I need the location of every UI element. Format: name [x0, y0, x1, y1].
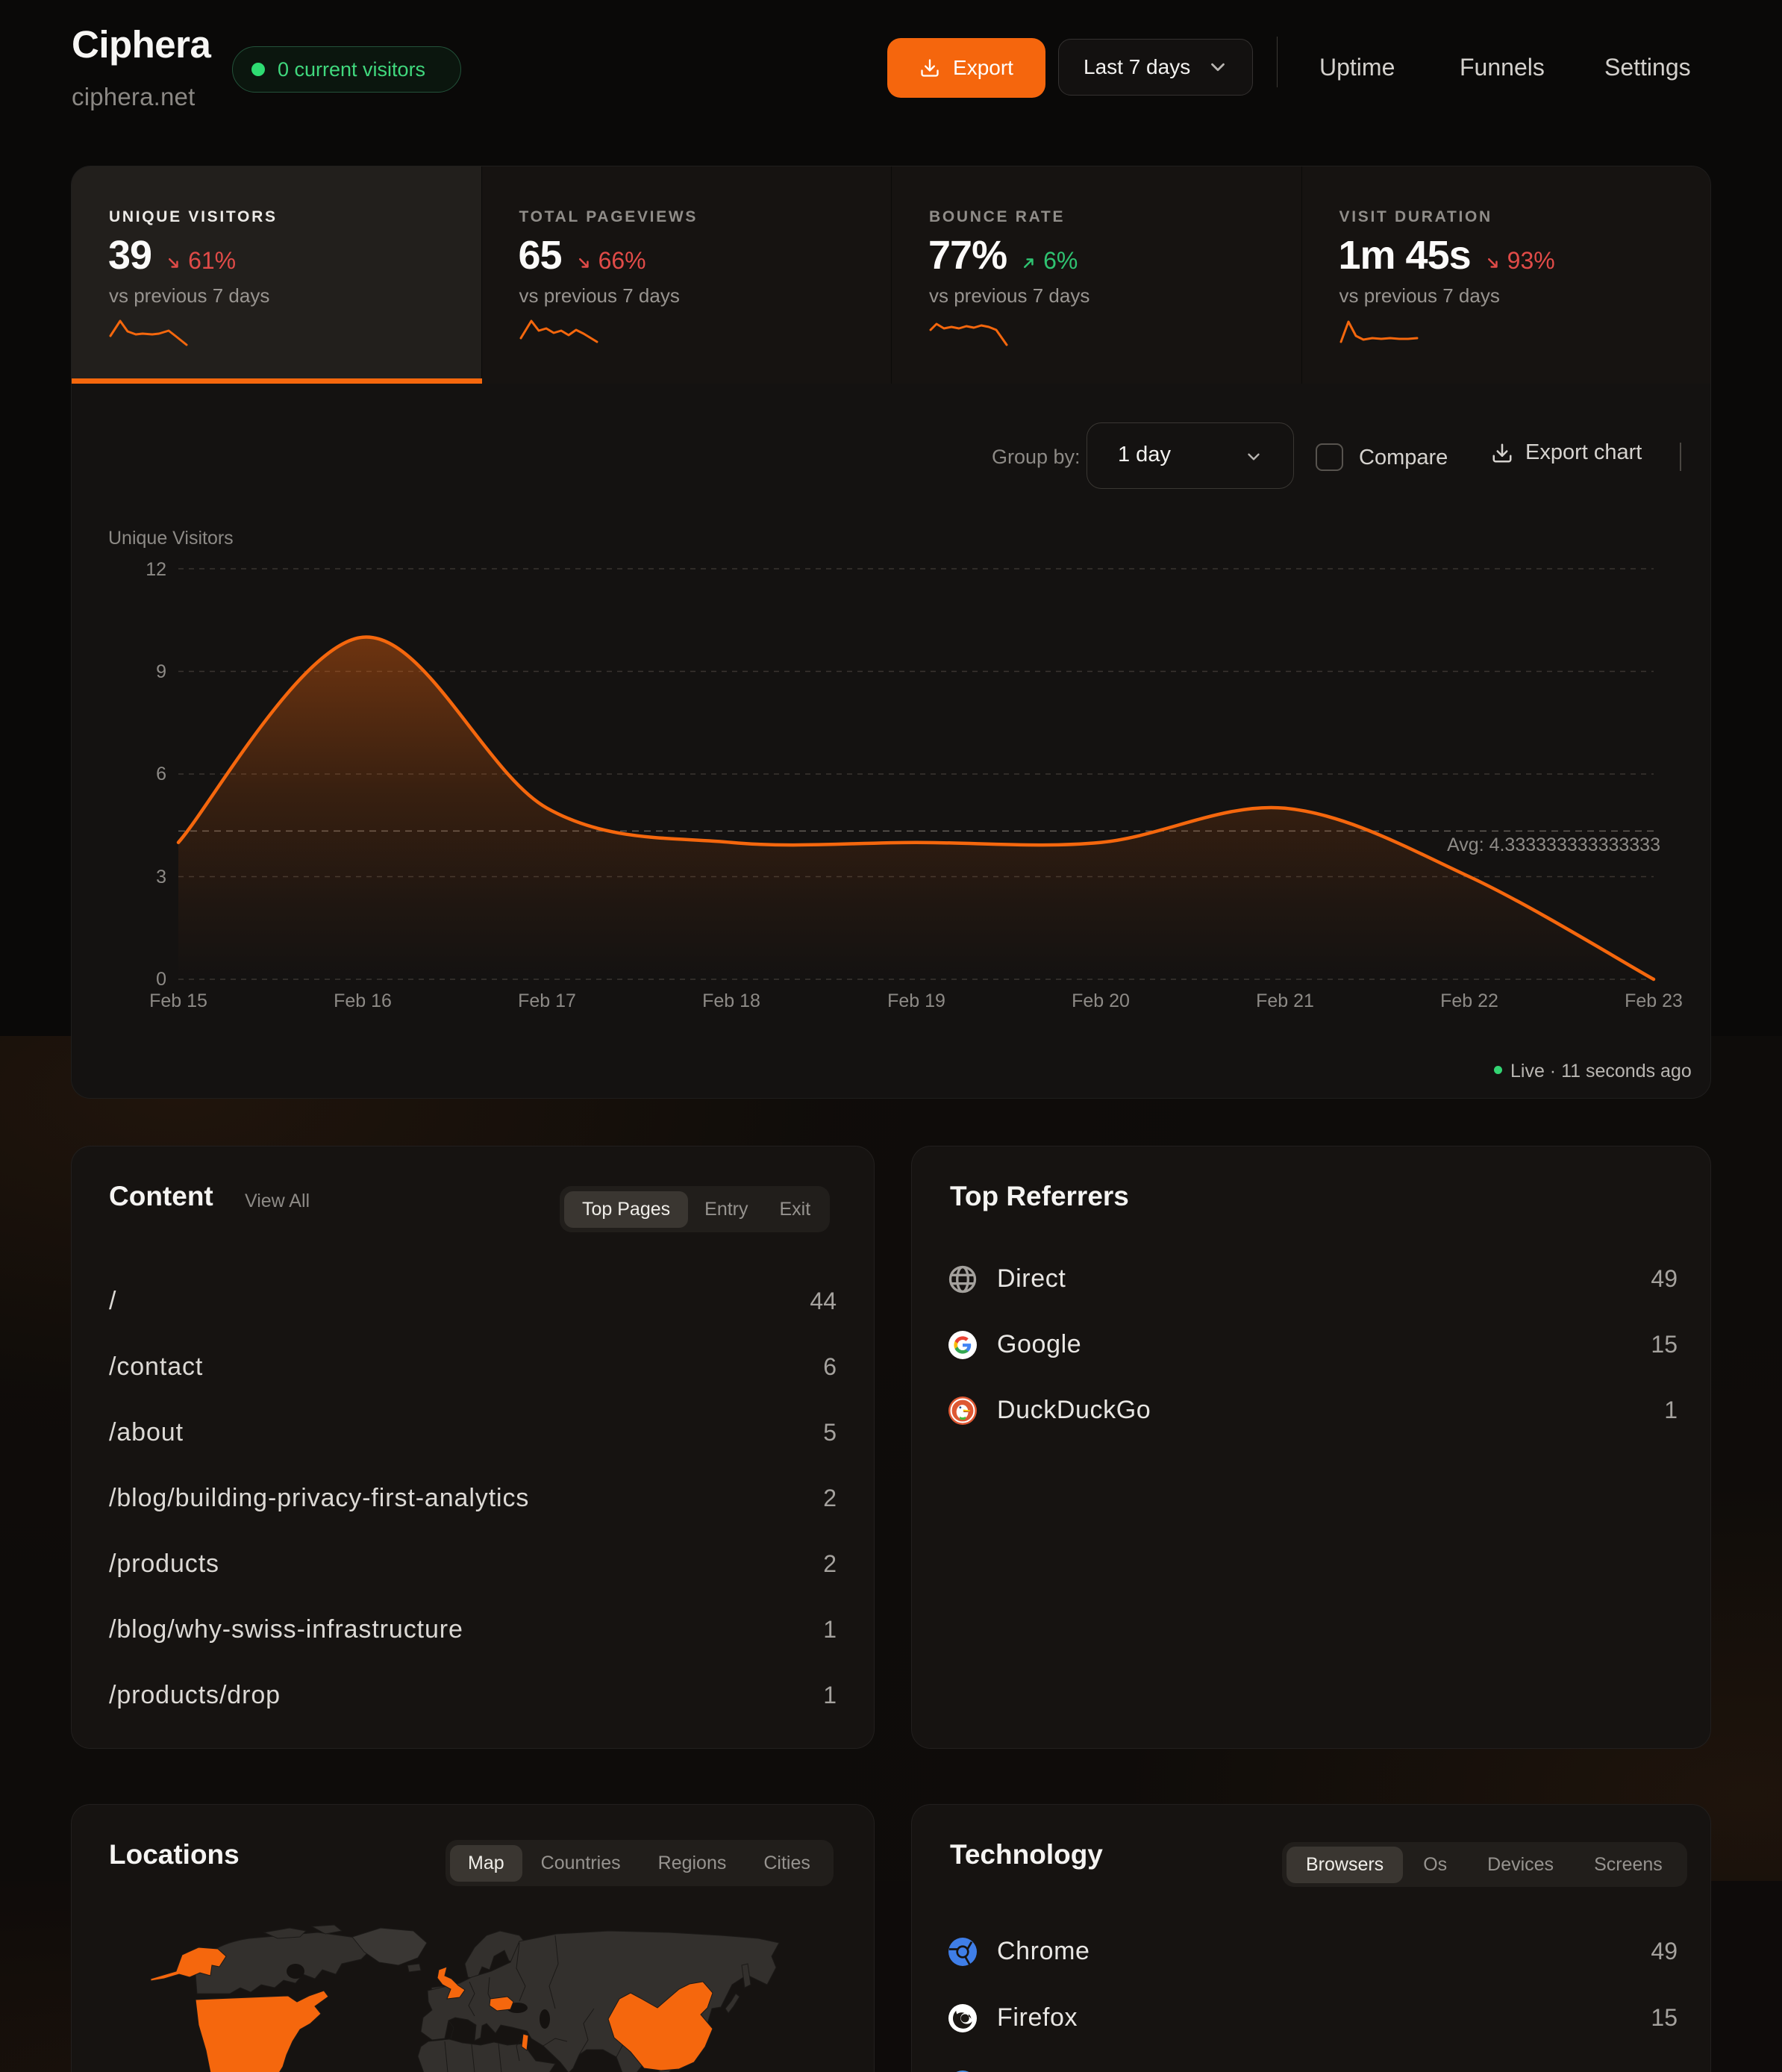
- svg-text:Feb 15: Feb 15: [149, 990, 207, 1011]
- svg-text:Feb 17: Feb 17: [518, 990, 576, 1011]
- svg-text:Feb 21: Feb 21: [1256, 990, 1314, 1011]
- svg-text:Feb 16: Feb 16: [334, 990, 392, 1011]
- svg-text:Feb 20: Feb 20: [1072, 990, 1130, 1011]
- svg-text:Feb 23: Feb 23: [1625, 990, 1683, 1011]
- svg-text:Feb 19: Feb 19: [887, 990, 945, 1011]
- svg-text:Feb 22: Feb 22: [1440, 990, 1498, 1011]
- svg-text:3: 3: [156, 867, 166, 887]
- svg-text:9: 9: [156, 661, 166, 682]
- svg-text:Unique Visitors: Unique Visitors: [108, 528, 234, 549]
- svg-text:12: 12: [146, 559, 166, 580]
- svg-text:0: 0: [156, 969, 166, 990]
- svg-text:6: 6: [156, 764, 166, 784]
- svg-text:Avg: 4.333333333333333: Avg: 4.333333333333333: [1447, 834, 1660, 855]
- svg-text:Feb 18: Feb 18: [702, 990, 760, 1011]
